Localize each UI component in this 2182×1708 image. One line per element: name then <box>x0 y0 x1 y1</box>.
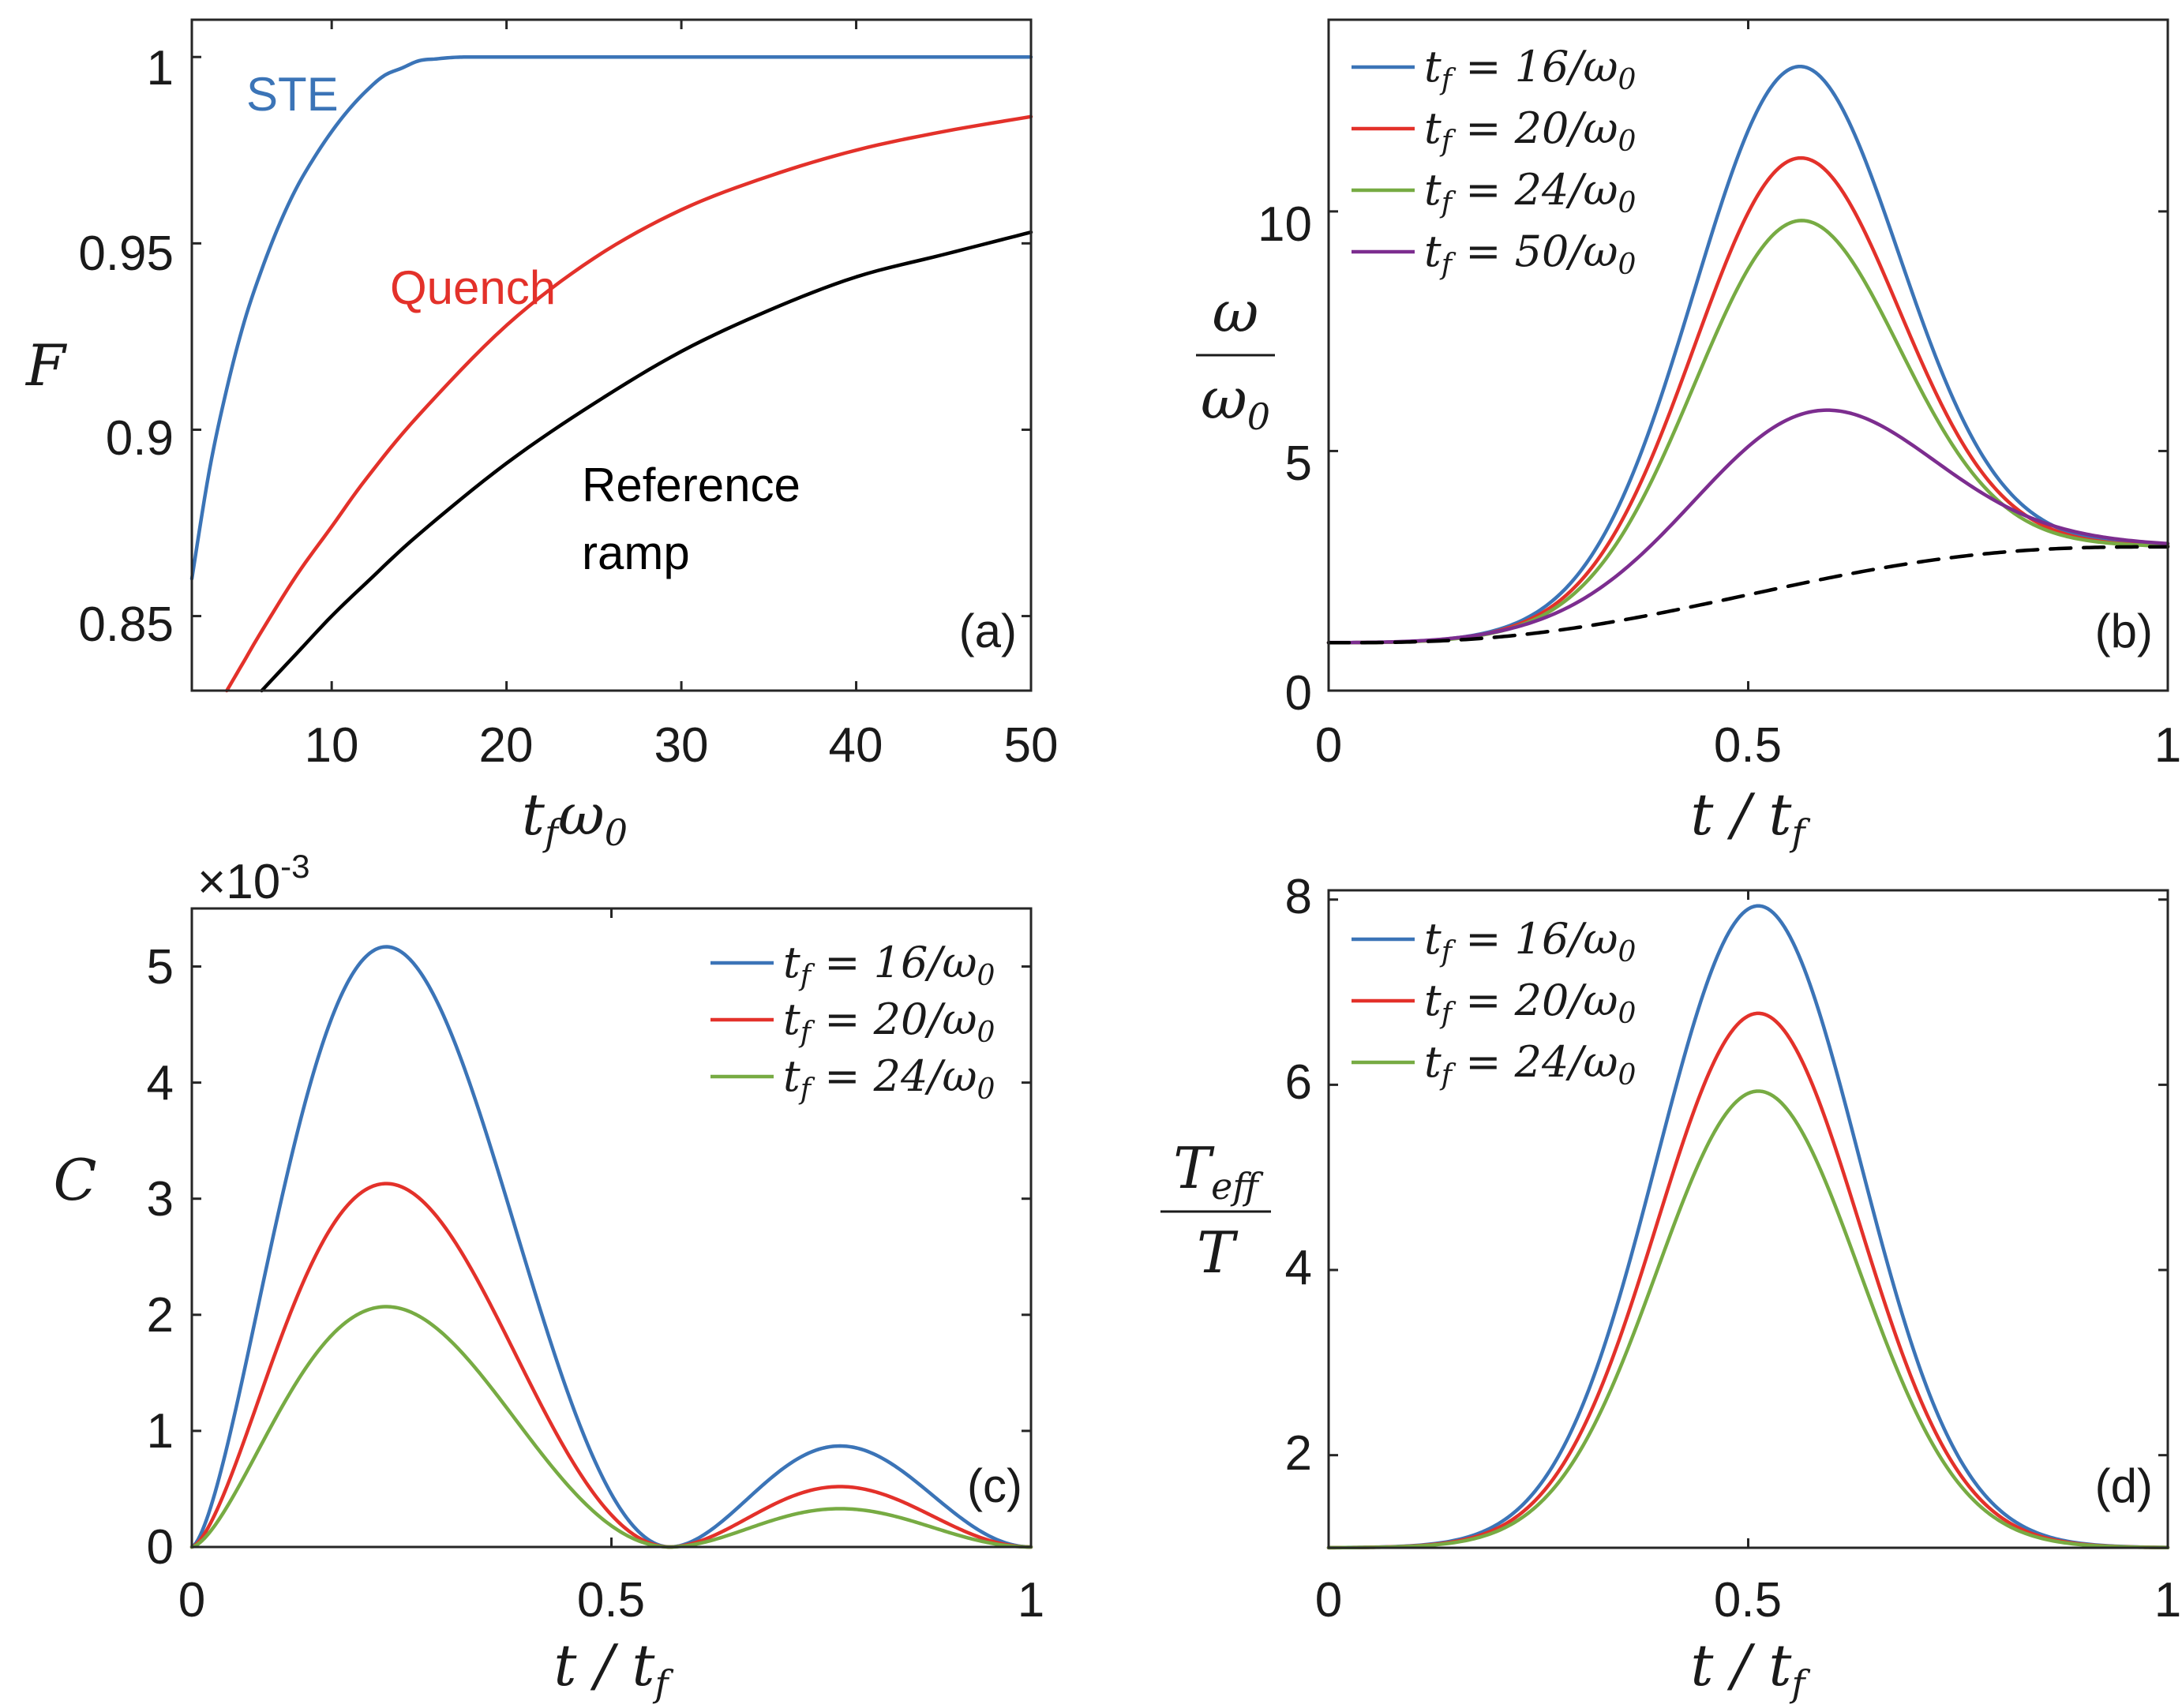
b-ylabel-bottom: ω0 <box>1201 365 1270 438</box>
c-xlabel: t / tf <box>554 1632 674 1705</box>
d-ylabel-top: Teff <box>1173 1135 1264 1208</box>
legend-entry: tf = 20/ω0 <box>1424 103 1636 158</box>
a-annotation-quench: Quench <box>390 261 556 314</box>
c-ytick-0: 0 <box>147 1520 174 1575</box>
d-lines <box>1326 904 2170 1550</box>
c-series-line <box>189 1182 1033 1549</box>
b-xlabel: t / tf <box>1691 781 1811 854</box>
b-ytick-0: 0 <box>1285 666 1312 721</box>
a-series-line <box>225 114 1033 693</box>
d-xlabel: t / tf <box>1691 1632 1811 1705</box>
d-ytick-8: 8 <box>1285 870 1312 924</box>
b-xtick-0: 0 <box>1315 718 1342 773</box>
d-xtick-05: 0.5 <box>1714 1573 1782 1627</box>
b-plot-frame <box>1327 18 2169 692</box>
b-ylabel-top: ω <box>1213 279 1259 345</box>
a-xtick-20: 20 <box>479 718 534 773</box>
legend-entry: tf = 20/ω0 <box>783 994 995 1049</box>
b-ytick-10: 10 <box>1258 197 1312 252</box>
d-legend: tf = 16/ω0 tf = 20/ω0 tf = 24/ω0 <box>1352 914 1636 1092</box>
legend-entry: tf = 16/ω0 <box>783 938 995 992</box>
a-lines <box>189 54 1033 693</box>
d-plot-frame <box>1327 889 2169 1549</box>
c-xtick-0: 0 <box>178 1573 205 1627</box>
a-annotation-reference: Reference <box>582 459 800 511</box>
d-ytick-4: 4 <box>1285 1241 1312 1295</box>
c-ytick-4: 4 <box>147 1056 174 1111</box>
a-xtick-40: 40 <box>829 718 883 773</box>
legend-entry: tf = 24/ω0 <box>783 1051 995 1106</box>
d-xtick-1: 1 <box>2154 1573 2181 1627</box>
a-plot-frame <box>190 18 1033 692</box>
c-scale-factor: ×10-3 <box>197 848 310 909</box>
a-xtick-10: 10 <box>305 718 359 773</box>
a-ytick-085: 0.85 <box>78 597 174 652</box>
c-ytick-2: 2 <box>147 1288 174 1343</box>
b-xtick-1: 1 <box>2154 718 2181 773</box>
legend-entry: tf = 24/ω0 <box>1424 165 1636 219</box>
d-ytick-6: 6 <box>1285 1055 1312 1110</box>
c-plot-frame <box>190 907 1033 1549</box>
b-series-line <box>1326 545 2170 645</box>
d-ylabel-bottom: T <box>1197 1219 1239 1286</box>
c-ytick-1: 1 <box>147 1404 174 1459</box>
d-series-line <box>1326 1089 2170 1550</box>
legend-entry: tf = 16/ω0 <box>1424 42 1636 96</box>
c-ytick-5: 5 <box>147 940 174 994</box>
b-series-line <box>1326 408 2170 645</box>
c-xtick-1: 1 <box>1018 1573 1044 1627</box>
d-xtick-0: 0 <box>1315 1573 1342 1627</box>
a-xtick-50: 50 <box>1004 718 1059 773</box>
c-ylabel: C <box>53 1147 96 1213</box>
b-series-line <box>1326 219 2170 645</box>
a-annotation-ste: STE <box>246 68 339 121</box>
a-panel-label: (a) <box>959 605 1017 657</box>
a-ytick-09: 0.9 <box>106 411 174 466</box>
legend-entry: tf = 20/ω0 <box>1424 976 1636 1030</box>
a-xtick-30: 30 <box>654 718 709 773</box>
c-lines <box>189 945 1033 1549</box>
c-series-line <box>189 1305 1033 1549</box>
b-ytick-5: 5 <box>1285 436 1312 491</box>
a-xlabel: tfω0 <box>522 781 628 854</box>
d-panel-label: (d) <box>2095 1459 2153 1512</box>
b-legend: tf = 16/ω0 tf = 20/ω0 tf = 24/ω0 tf = 50/ω0 <box>1352 42 1636 281</box>
a-ytick-1: 1 <box>147 41 174 96</box>
a-series-line <box>189 54 1033 581</box>
b-lines <box>1326 65 2170 645</box>
c-series-line <box>189 945 1033 1549</box>
legend-entry: tf = 24/ω0 <box>1424 1037 1636 1092</box>
panel-d: 2 4 6 8 0 0.5 1 Teff T t / tf tf = 16/ω0… <box>1160 870 2181 1705</box>
b-panel-label: (b) <box>2095 605 2153 657</box>
panel-a: 1 0.95 0.9 0.85 10 20 30 40 50 F tfω0 ST… <box>24 18 1059 854</box>
panel-b: 0 5 10 0 0.5 1 ω ω0 t / tf tf = 16/ω0tf … <box>1196 18 2181 854</box>
c-panel-label: (c) <box>967 1459 1022 1512</box>
a-series-line <box>260 230 1033 693</box>
d-ytick-2: 2 <box>1285 1426 1312 1481</box>
a-annotation-ramp: ramp <box>582 526 690 579</box>
legend-entry: tf = 50/ω0 <box>1424 227 1636 281</box>
c-ytick-3: 3 <box>147 1172 174 1227</box>
legend-entry: tf = 16/ω0 <box>1424 914 1636 968</box>
panel-c: 0 1 2 3 4 5 0 0.5 1 ×10-3 C t / tf tf = … <box>53 848 1044 1705</box>
a-ytick-095: 0.95 <box>78 227 174 281</box>
c-xtick-05: 0.5 <box>577 1573 645 1627</box>
b-xtick-05: 0.5 <box>1714 718 1782 773</box>
a-ylabel: F <box>24 332 68 399</box>
